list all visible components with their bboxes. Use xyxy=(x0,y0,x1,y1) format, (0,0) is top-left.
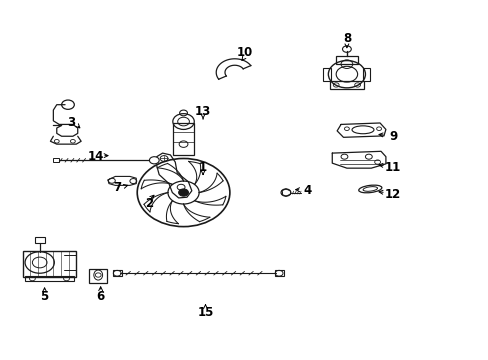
Text: 10: 10 xyxy=(236,46,252,59)
Text: 1: 1 xyxy=(199,161,207,174)
Text: 5: 5 xyxy=(41,290,49,303)
Text: 6: 6 xyxy=(96,290,104,303)
Bar xyxy=(274,270,283,276)
Bar xyxy=(113,270,122,276)
Bar xyxy=(89,269,107,283)
Text: 13: 13 xyxy=(195,105,211,118)
Text: 12: 12 xyxy=(385,188,401,201)
Bar xyxy=(25,276,74,281)
Text: 9: 9 xyxy=(388,130,397,144)
Text: 7: 7 xyxy=(113,181,122,194)
Bar xyxy=(362,68,369,81)
Text: 14: 14 xyxy=(87,150,104,163)
Text: 3: 3 xyxy=(67,116,75,129)
Bar xyxy=(323,68,330,81)
Text: 8: 8 xyxy=(342,32,350,45)
Text: 15: 15 xyxy=(197,306,213,319)
Circle shape xyxy=(178,189,188,196)
Bar xyxy=(172,123,194,155)
Bar xyxy=(53,158,59,162)
Bar xyxy=(35,237,44,243)
Text: 2: 2 xyxy=(145,197,153,210)
Text: 11: 11 xyxy=(385,161,401,174)
Bar xyxy=(329,81,363,89)
Text: 4: 4 xyxy=(303,184,311,197)
Bar xyxy=(22,251,76,277)
Bar xyxy=(335,56,357,64)
